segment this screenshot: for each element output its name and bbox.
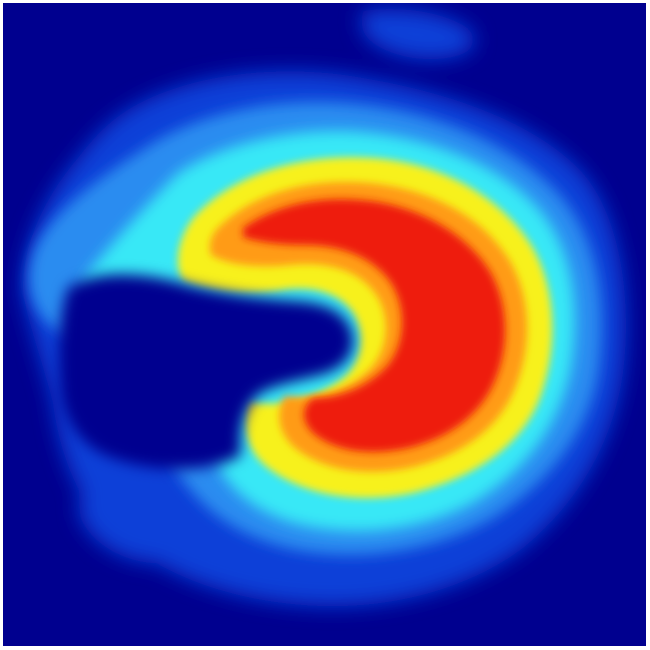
blue-speckle-lower — [78, 467, 201, 563]
red-layer — [243, 199, 506, 452]
blue-speckle-top — [361, 9, 475, 60]
center-void — [59, 274, 354, 469]
center-cutout-layer — [59, 274, 354, 469]
red-region — [243, 199, 506, 452]
heatmap-image — [3, 3, 646, 646]
